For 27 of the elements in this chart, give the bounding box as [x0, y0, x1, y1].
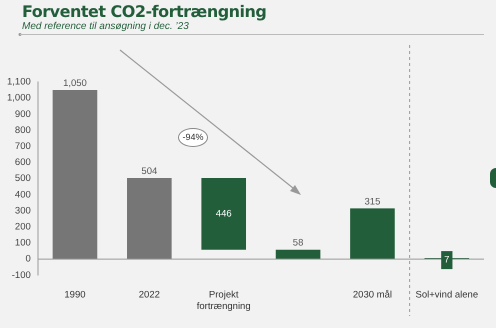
x-tick-label: 1990: [64, 290, 86, 301]
x-tick-label: 2030 mål: [352, 290, 392, 301]
data-label: 7: [444, 254, 450, 266]
y-tick-label: 200: [14, 222, 31, 233]
data-label: 504: [141, 166, 158, 177]
x-tick-label: 2022: [138, 290, 160, 301]
y-tick-label: 0: [25, 254, 31, 265]
y-tick-label: 600: [14, 157, 31, 168]
y-tick-label: 1,000: [6, 92, 31, 104]
y-tick-label: 700: [14, 141, 31, 152]
y-tick-label: 1,100: [6, 76, 31, 88]
data-label: 315: [364, 196, 380, 208]
chart-subtitle: Med reference til ansøgning i dec. ’23: [22, 21, 189, 32]
x-tick-label: Sol+vind alene: [416, 290, 478, 301]
data-label: 58: [292, 238, 304, 249]
annotation: -94%: [178, 128, 208, 147]
y-tick-label: 800: [14, 124, 31, 136]
y-tick-label: 500: [14, 173, 31, 184]
chart-title: Forventet CO2-fortrængning: [22, 2, 266, 21]
data-label: 1,050: [63, 78, 87, 89]
y-tick-label: -100: [12, 270, 31, 281]
y-tick-label: 300: [14, 205, 31, 216]
y-tick-label: 100: [14, 238, 31, 249]
x-tick-label: Projekt fortrængning: [196, 290, 251, 312]
y-tick-label: 400: [14, 189, 31, 200]
data-label: 446: [216, 208, 232, 220]
y-tick-label: 900: [14, 108, 31, 120]
